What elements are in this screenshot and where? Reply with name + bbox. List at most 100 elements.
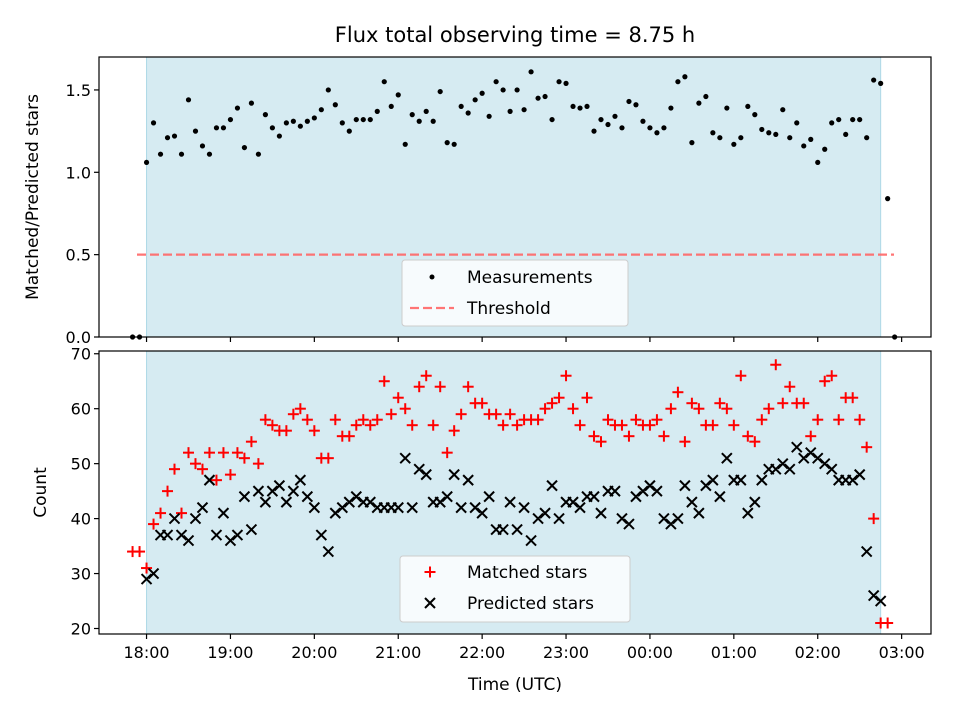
data-point [385, 408, 397, 420]
data-point [756, 414, 768, 426]
data-point [812, 414, 824, 426]
data-point [430, 118, 436, 124]
data-point [343, 430, 355, 442]
data-point [322, 545, 335, 558]
data-point [553, 392, 565, 404]
data-point [329, 507, 342, 519]
data-point [742, 507, 754, 519]
data-point [399, 403, 411, 415]
data-point [465, 110, 471, 116]
count-panel: 20 30 40 50 60 70 18:00 19:00 20:00 21:00 22:00 23… [31, 345, 932, 695]
x-axis-ticks [145, 337, 903, 342]
data-point [798, 397, 810, 409]
data-point [374, 108, 380, 114]
data-point [854, 414, 866, 426]
data-point [434, 496, 446, 508]
data-point [871, 77, 877, 83]
data-point [378, 375, 390, 387]
data-point [196, 463, 208, 475]
data-point [451, 141, 457, 147]
data-point [819, 457, 831, 470]
data-point [134, 546, 146, 558]
data-point [381, 79, 387, 85]
data-point [784, 463, 796, 475]
data-point [658, 512, 670, 525]
data-point [203, 474, 216, 486]
data-point [266, 419, 278, 431]
data-point [584, 103, 590, 110]
data-point [861, 441, 873, 453]
data-point [497, 419, 509, 431]
data-point [462, 474, 474, 486]
data-point [213, 125, 220, 131]
x-tick-label: 23:00 [543, 643, 589, 662]
data-point [710, 130, 716, 136]
data-point [413, 381, 425, 393]
x-axis-ticks: 18:00 19:00 20:00 21:00 22:00 23:00 00:00 01:00… [123, 634, 925, 662]
data-point [843, 131, 849, 138]
data-point [210, 529, 223, 541]
data-point [518, 501, 530, 514]
data-point [283, 120, 289, 126]
data-point [826, 370, 838, 382]
data-point [588, 490, 600, 503]
data-point [770, 359, 782, 371]
data-point [882, 617, 894, 629]
data-point [147, 567, 160, 580]
data-point [308, 501, 321, 514]
data-point [616, 512, 628, 525]
data-point [745, 103, 751, 110]
data-point [424, 597, 436, 609]
data-point [591, 128, 597, 134]
data-point [574, 419, 586, 431]
data-point [231, 529, 244, 541]
data-point [595, 436, 607, 448]
data-point [665, 403, 677, 415]
data-point [567, 403, 579, 415]
data-point [637, 485, 649, 497]
data-point [787, 135, 793, 141]
y-axis-label: Count [31, 467, 51, 518]
data-point [500, 87, 506, 93]
data-point [693, 507, 705, 519]
data-point [178, 151, 185, 157]
data-point [535, 95, 541, 101]
data-point [311, 115, 317, 121]
data-point [424, 566, 436, 578]
legend: Matched stars Predicted stars [399, 555, 631, 623]
chart-title: Flux total observing time = 8.75 h [335, 23, 695, 47]
data-point [874, 595, 887, 607]
data-point [455, 501, 467, 514]
data-point [693, 403, 705, 415]
data-point [420, 468, 432, 481]
data-point [665, 518, 677, 530]
y-tick-label: 60 [71, 400, 91, 419]
data-point [777, 397, 789, 409]
data-point [220, 125, 227, 131]
y-tick-label: 1.5 [66, 81, 91, 100]
data-point [364, 496, 376, 508]
data-point [514, 87, 520, 93]
data-point [598, 116, 604, 123]
data-point [836, 116, 842, 123]
data-point [644, 419, 656, 431]
data-point [217, 507, 230, 519]
data-point [168, 512, 181, 525]
legend-box [401, 259, 629, 327]
data-point [860, 545, 873, 558]
data-point [749, 496, 761, 508]
data-point [490, 408, 502, 420]
data-point [189, 512, 202, 525]
data-point [651, 414, 663, 426]
data-point [528, 69, 534, 75]
data-point [420, 370, 432, 382]
data-point [658, 430, 670, 442]
legend-marker-predicted [424, 597, 436, 609]
data-point [462, 381, 474, 393]
data-point [798, 452, 810, 464]
data-point [574, 501, 586, 514]
data-point [556, 79, 562, 85]
data-point [164, 135, 171, 141]
data-point [241, 144, 248, 151]
data-point [308, 425, 320, 437]
